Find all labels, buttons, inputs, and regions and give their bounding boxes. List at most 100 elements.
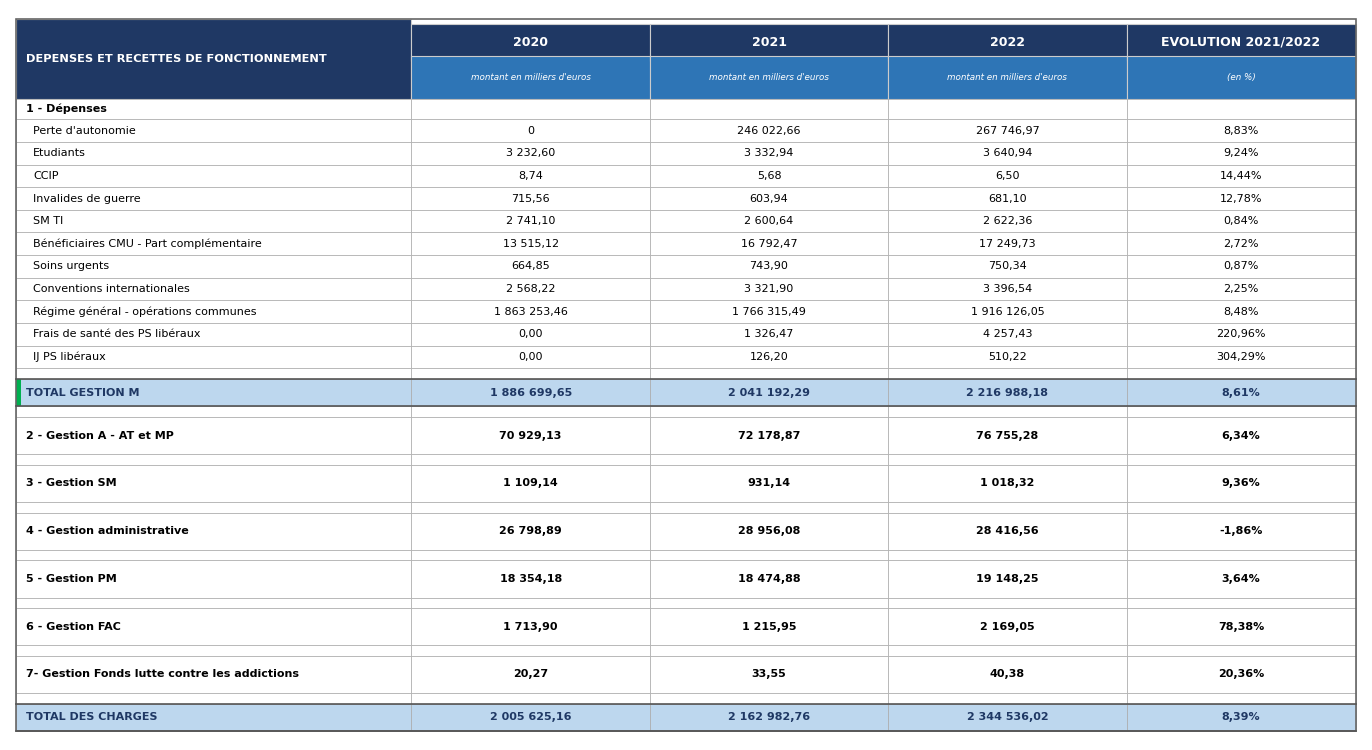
Bar xyxy=(16,164,412,188)
Bar xyxy=(16,512,412,550)
Text: 5,68: 5,68 xyxy=(757,171,781,181)
Bar xyxy=(412,608,650,645)
Bar xyxy=(16,550,412,560)
Bar xyxy=(1126,346,1356,368)
Bar xyxy=(412,346,650,368)
Text: 1 713,90: 1 713,90 xyxy=(504,622,558,632)
Bar xyxy=(888,512,1126,550)
Text: -1,86%: -1,86% xyxy=(1220,526,1262,536)
Bar xyxy=(650,210,888,232)
Bar xyxy=(888,465,1126,502)
Bar xyxy=(650,379,888,406)
Bar xyxy=(16,465,412,502)
Text: Bénéficiaires CMU - Part complémentaire: Bénéficiaires CMU - Part complémentaire xyxy=(33,238,262,249)
Bar xyxy=(16,278,412,301)
Bar xyxy=(16,693,412,703)
Text: 1 215,95: 1 215,95 xyxy=(742,622,796,632)
Text: 681,10: 681,10 xyxy=(988,194,1026,203)
Text: 12,78%: 12,78% xyxy=(1220,194,1262,203)
Text: 4 257,43: 4 257,43 xyxy=(982,329,1032,340)
Bar xyxy=(650,454,888,465)
Bar xyxy=(412,645,650,656)
Text: 750,34: 750,34 xyxy=(988,262,1026,272)
Text: 72 178,87: 72 178,87 xyxy=(738,430,800,440)
Bar xyxy=(650,645,888,656)
Bar xyxy=(1126,23,1356,61)
Bar xyxy=(888,645,1126,656)
Bar xyxy=(1126,406,1356,417)
Bar xyxy=(1126,465,1356,502)
Bar xyxy=(650,119,888,142)
Bar xyxy=(412,704,650,731)
Bar xyxy=(412,278,650,301)
Bar xyxy=(650,704,888,731)
Bar xyxy=(1126,379,1356,406)
Bar xyxy=(412,255,650,278)
Bar xyxy=(412,454,650,465)
Bar xyxy=(412,368,650,379)
Text: 0,87%: 0,87% xyxy=(1224,262,1258,272)
Bar xyxy=(888,608,1126,645)
Bar xyxy=(412,417,650,454)
Bar xyxy=(888,278,1126,301)
Bar xyxy=(1126,502,1356,512)
Bar xyxy=(650,598,888,608)
Text: 70 929,13: 70 929,13 xyxy=(499,430,563,440)
Bar xyxy=(1126,550,1356,560)
Bar xyxy=(650,232,888,255)
Bar xyxy=(650,301,888,323)
Bar xyxy=(650,255,888,278)
Bar xyxy=(1126,693,1356,703)
Text: 1 916 126,05: 1 916 126,05 xyxy=(970,307,1044,316)
Bar xyxy=(888,368,1126,379)
Bar xyxy=(412,301,650,323)
Bar xyxy=(650,560,888,598)
Text: 26 798,89: 26 798,89 xyxy=(499,526,563,536)
Bar xyxy=(1126,301,1356,323)
Bar xyxy=(888,188,1126,210)
Bar xyxy=(888,232,1126,255)
Bar xyxy=(650,98,888,119)
Text: 603,94: 603,94 xyxy=(749,194,789,203)
Bar xyxy=(412,232,650,255)
Bar xyxy=(650,346,888,368)
Text: TOTAL GESTION M: TOTAL GESTION M xyxy=(26,388,140,398)
Bar xyxy=(16,704,412,731)
Bar xyxy=(16,406,412,417)
Text: DEPENSES ET RECETTES DE FONCTIONNEMENT: DEPENSES ET RECETTES DE FONCTIONNEMENT xyxy=(26,54,327,64)
Text: 6 - Gestion FAC: 6 - Gestion FAC xyxy=(26,622,121,632)
Bar xyxy=(650,188,888,210)
Bar xyxy=(1126,598,1356,608)
Text: 0,00: 0,00 xyxy=(519,352,543,362)
Bar xyxy=(1126,560,1356,598)
Bar xyxy=(412,142,650,164)
Text: EVOLUTION 2021/2022: EVOLUTION 2021/2022 xyxy=(1162,36,1321,49)
Bar xyxy=(1126,608,1356,645)
Text: SM TI: SM TI xyxy=(33,216,63,226)
Bar xyxy=(412,656,650,693)
Bar xyxy=(412,560,650,598)
Bar xyxy=(16,210,412,232)
Bar xyxy=(16,255,412,278)
Bar xyxy=(412,56,650,98)
Bar xyxy=(412,23,650,61)
Bar xyxy=(1126,454,1356,465)
Text: 20,27: 20,27 xyxy=(513,670,549,680)
Text: Soins urgents: Soins urgents xyxy=(33,262,108,272)
Bar xyxy=(1126,323,1356,346)
Bar xyxy=(888,301,1126,323)
Text: 6,34%: 6,34% xyxy=(1221,430,1261,440)
Bar xyxy=(1126,255,1356,278)
Text: TOTAL DES CHARGES: TOTAL DES CHARGES xyxy=(26,712,158,722)
Text: Invalides de guerre: Invalides de guerre xyxy=(33,194,140,203)
Text: (en %): (en %) xyxy=(1227,73,1255,82)
Bar xyxy=(1126,512,1356,550)
Text: 76 755,28: 76 755,28 xyxy=(977,430,1039,440)
Bar xyxy=(1126,232,1356,255)
Text: montant en milliers d'euros: montant en milliers d'euros xyxy=(948,73,1067,82)
Text: 2 169,05: 2 169,05 xyxy=(980,622,1034,632)
Text: 1 109,14: 1 109,14 xyxy=(504,478,558,488)
Bar xyxy=(888,417,1126,454)
Text: 8,61%: 8,61% xyxy=(1221,388,1261,398)
Bar xyxy=(888,119,1126,142)
